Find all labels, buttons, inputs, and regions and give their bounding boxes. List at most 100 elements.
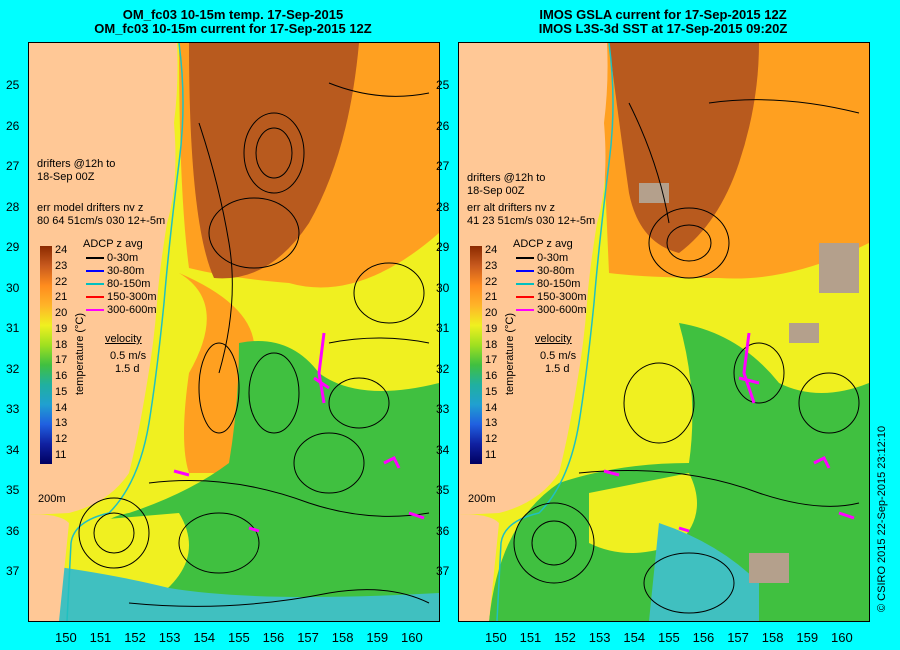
lat-label: 26 [436,118,450,133]
colorbar-tick: 13 [55,417,68,430]
left-isobath-label: 200m [38,493,66,505]
legend-swatch [86,296,104,299]
left-colorbar-label: temperature (°C) [74,312,86,395]
colorbar-tick: 24 [485,244,498,256]
legend-item: 80-150m [516,278,580,290]
legend-label: 30-80m [107,265,145,277]
right-map-svg [459,43,869,621]
legend-swatch [516,283,534,286]
legend-label: 300-600m [107,304,157,316]
colorbar-tick: 20 [485,307,498,320]
colorbar-tick: 14 [485,401,498,414]
left-title-line1: OM_fc03 10-15m temp. 17-Sep-2015 [122,7,344,22]
right-err-line2: 41 23 51cm/s 030 12+-5m [467,215,596,227]
lat-label: 27 [436,159,450,173]
right-colorbar-label: temperature (°C) [504,312,516,395]
colorbar-tick: 11 [485,449,497,461]
colorbar-tick: 11 [55,449,67,461]
right-velocity-title: velocity [535,333,572,345]
legend-item: 30-80m [516,265,574,277]
lat-label: 34 [436,442,450,457]
left-velocity-line1: 0.5 m/s [110,350,147,362]
lat-label: 28 [436,199,450,214]
lat-label: 37 [6,564,20,578]
lon-label: 151 [89,630,112,645]
right-colorbar [470,246,482,464]
lon-label: 158 [331,630,354,645]
lon-label: 157 [727,630,749,645]
lon-label: 151 [519,630,542,645]
legend-label: 300-600m [537,304,587,316]
left-legend-title: ADCP z avg [83,238,143,250]
right-legend-title: ADCP z avg [513,238,573,250]
lat-label: 34 [6,442,20,457]
colorbar-tick: 22 [55,275,68,288]
right-drifters-line2: 18-Sep 00Z [467,185,525,197]
left-drifters-line1: drifters @12h to [37,158,116,170]
colorbar-tick: 18 [485,338,498,351]
legend-swatch [516,296,534,299]
legend-swatch [86,257,104,260]
left-err-line2: 80 64 51cm/s 030 12+-5m [37,215,166,227]
legend-label: 30-80m [537,265,575,277]
lat-label: 32 [436,361,450,376]
right-velocity-line2: 1.5 d [545,363,570,375]
right-map [458,42,870,622]
legend-item: 300-600m [516,304,587,316]
left-map-svg [29,43,439,621]
left-colorbar [40,246,52,464]
lat-label: 36 [6,523,20,538]
lat-label: 30 [436,280,450,295]
colorbar-tick: 21 [485,291,498,304]
legend-label: 0-30m [537,252,569,264]
legend-label: 80-150m [107,278,151,290]
lon-label: 150 [485,630,507,645]
legend-item: 300-600m [86,304,157,316]
left-err-line1: err model drifters nv z [37,202,144,214]
lon-label: 155 [658,630,680,645]
colorbar-tick: 23 [485,259,498,272]
left-title: OM_fc03 10-15m temp. 17-Sep-2015 OM_fc03… [28,8,438,36]
legend-label: 0-30m [107,252,139,264]
right-err-line1: err alt drifters nv z [467,202,556,214]
lat-label: 35 [6,483,20,497]
lat-label: 29 [6,240,20,254]
legend-label: 80-150m [537,278,581,290]
lat-label: 25 [436,78,450,92]
left-velocity-title: velocity [105,333,142,345]
legend-item: 150-300m [516,291,587,303]
colorbar-tick: 21 [55,291,68,304]
lat-label: 36 [436,523,450,538]
legend-item: 0-30m [516,252,568,264]
right-title: IMOS GSLA current for 17-Sep-2015 12Z IM… [458,8,868,36]
legend-item: 30-80m [86,265,144,277]
colorbar-tick: 16 [55,370,68,383]
lat-label: 31 [436,321,450,335]
left-drifters-line2: 18-Sep 00Z [37,171,95,183]
left-title-line2: OM_fc03 10-15m current for 17-Sep-2015 1… [94,21,372,36]
right-title-line1: IMOS GSLA current for 17-Sep-2015 12Z [539,7,787,22]
lon-label: 159 [796,630,819,645]
lon-label: 160 [401,630,423,645]
colorbar-tick: 23 [55,259,68,272]
lon-label: 152 [124,630,146,645]
lon-label: 159 [366,630,389,645]
lon-label: 153 [588,630,611,645]
colorbar-tick: 15 [485,385,498,398]
colorbar-tick: 18 [55,338,68,351]
lat-label: 30 [6,280,20,295]
colorbar-tick: 19 [55,322,68,335]
legend-swatch [516,309,534,312]
lat-label: 27 [6,159,20,173]
legend-swatch [86,309,104,312]
lon-label: 160 [831,630,853,645]
lat-label: 33 [6,402,20,416]
lat-label: 35 [436,483,450,497]
colorbar-tick: 17 [55,354,68,367]
legend-item: 80-150m [86,278,150,290]
lon-label: 157 [297,630,319,645]
lon-label: 154 [193,630,216,645]
lat-label: 37 [436,564,450,578]
lat-label: 33 [436,402,450,416]
colorbar-tick: 17 [485,354,498,367]
